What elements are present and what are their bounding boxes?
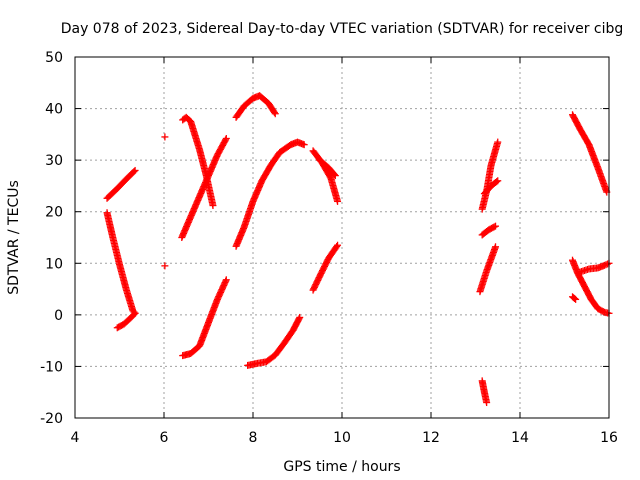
y-tick-label: 50 xyxy=(45,50,63,66)
series-arc-12 xyxy=(316,156,339,180)
y-tick-label: 40 xyxy=(45,102,63,118)
series-isolated-1 xyxy=(161,133,169,141)
data-point xyxy=(270,108,278,116)
data-point xyxy=(490,223,498,231)
data-point xyxy=(131,309,139,317)
y-axis-label: SDTVAR / TECUs xyxy=(6,180,22,295)
x-tick-label: 12 xyxy=(422,430,440,446)
x-tick-label: 8 xyxy=(249,430,258,446)
y-tick-label: 10 xyxy=(45,256,63,272)
data-point xyxy=(161,262,169,270)
data-point xyxy=(330,171,338,179)
series-arc-13 xyxy=(478,377,491,407)
data-point xyxy=(161,133,169,141)
series-arc-19 xyxy=(569,256,613,317)
series-arc-5 xyxy=(179,113,217,210)
series-arc-14 xyxy=(476,243,500,296)
series-arc-7 xyxy=(232,92,279,121)
data-point xyxy=(572,295,580,303)
data-point xyxy=(492,222,500,230)
x-tick-label: 6 xyxy=(160,430,169,446)
data-point xyxy=(493,178,501,186)
data-point xyxy=(130,168,138,176)
series-arc-11 xyxy=(309,241,342,294)
data-point xyxy=(492,243,500,251)
series-arc-17 xyxy=(480,177,502,198)
data-point xyxy=(604,260,612,268)
series-arc-4 xyxy=(178,134,230,241)
y-tick-label: -10 xyxy=(40,359,63,375)
data-point xyxy=(334,197,342,205)
x-axis-label: GPS time / hours xyxy=(283,459,400,475)
series-arc-1 xyxy=(103,166,139,202)
series-arc-9 xyxy=(244,313,304,369)
data-point xyxy=(494,177,502,185)
series-arc-2 xyxy=(103,209,139,317)
data-point xyxy=(296,313,304,321)
series-arc-21 xyxy=(569,293,580,303)
series-arc-16 xyxy=(478,138,502,213)
y-tick-label: 0 xyxy=(54,308,63,324)
grid-lines xyxy=(75,57,609,418)
data-point xyxy=(271,110,279,118)
chart-title: Day 078 of 2023, Sidereal Day-to-day VTE… xyxy=(61,21,624,37)
y-tick-label: 20 xyxy=(45,205,63,221)
data-point xyxy=(222,134,230,142)
data-series xyxy=(103,92,613,407)
data-point xyxy=(334,241,342,249)
data-point xyxy=(209,202,217,210)
tick-labels: 4 6 8 10 12 14 16 -20 -10 0 10 20 30 40 50 xyxy=(40,50,618,446)
series-arc-20 xyxy=(576,259,613,276)
x-tick-label: 10 xyxy=(333,430,351,446)
data-point xyxy=(130,310,138,318)
plot-frame xyxy=(74,56,610,419)
data-point xyxy=(331,172,339,180)
data-point xyxy=(333,243,341,251)
x-tick-label: 14 xyxy=(511,430,529,446)
y-tick-label: 30 xyxy=(45,153,63,169)
series-arc-3 xyxy=(113,309,139,332)
data-point xyxy=(295,315,303,323)
data-point xyxy=(494,138,502,146)
data-point xyxy=(222,276,230,284)
series-isolated-2 xyxy=(161,262,169,270)
data-point xyxy=(222,136,230,144)
x-tick-label: 16 xyxy=(600,430,618,446)
data-point xyxy=(571,295,579,303)
series-arc-15 xyxy=(478,222,500,239)
y-tick-label: -20 xyxy=(40,411,63,427)
series-arc-18 xyxy=(569,111,611,196)
data-point xyxy=(300,141,308,149)
series-arc-8 xyxy=(232,138,308,250)
data-point xyxy=(483,399,491,407)
x-tick-label: 4 xyxy=(71,430,80,446)
series-arc-6 xyxy=(179,276,230,360)
data-point xyxy=(131,166,139,174)
